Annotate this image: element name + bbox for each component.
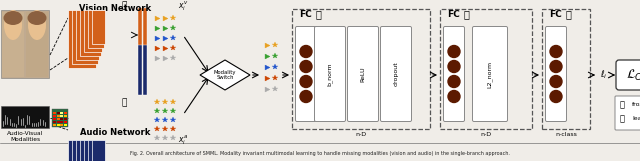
Text: ReLU: ReLU <box>360 66 365 82</box>
Bar <box>143 45 147 95</box>
Bar <box>56 118 60 120</box>
Text: frozen: frozen <box>632 103 640 108</box>
Circle shape <box>448 61 460 72</box>
Ellipse shape <box>28 11 47 25</box>
Bar <box>60 118 63 120</box>
Bar <box>76 140 97 161</box>
Bar <box>63 112 67 114</box>
Bar <box>76 10 99 60</box>
Bar <box>72 10 97 64</box>
Bar <box>63 123 67 126</box>
Text: 🔥: 🔥 <box>565 9 571 19</box>
Bar <box>63 114 67 117</box>
Ellipse shape <box>3 11 22 25</box>
Bar <box>53 114 56 117</box>
FancyBboxPatch shape <box>26 12 48 77</box>
Circle shape <box>550 61 562 72</box>
FancyBboxPatch shape <box>314 27 346 122</box>
Circle shape <box>300 76 312 87</box>
Text: 🔒: 🔒 <box>122 1 127 10</box>
Bar <box>92 10 105 44</box>
Text: $\ell_i$: $\ell_i$ <box>600 69 608 81</box>
Bar <box>60 123 63 126</box>
Text: $x_i^a$: $x_i^a$ <box>178 133 188 147</box>
Text: Modality
Switch: Modality Switch <box>214 70 236 80</box>
Text: L2_norm: L2_norm <box>487 60 493 88</box>
Text: learnable: learnable <box>632 117 640 122</box>
Bar <box>63 120 67 123</box>
FancyBboxPatch shape <box>348 27 378 122</box>
FancyBboxPatch shape <box>296 27 317 122</box>
Bar <box>88 10 104 48</box>
FancyBboxPatch shape <box>615 96 640 130</box>
Text: FC: FC <box>550 9 563 19</box>
Circle shape <box>300 90 312 103</box>
Bar <box>53 118 56 120</box>
Circle shape <box>448 76 460 87</box>
Bar <box>72 140 96 161</box>
Text: Audio-Visual
Modalities: Audio-Visual Modalities <box>7 131 43 142</box>
FancyBboxPatch shape <box>616 60 640 90</box>
Text: Fig. 2. Overall architecture of SMML. Modality invariant multimodal learning to : Fig. 2. Overall architecture of SMML. Mo… <box>130 151 510 156</box>
Circle shape <box>550 46 562 57</box>
Text: $x_i^v$: $x_i^v$ <box>178 0 188 13</box>
Ellipse shape <box>4 10 22 40</box>
Bar <box>68 140 94 161</box>
Bar <box>53 123 56 126</box>
Bar <box>60 112 63 114</box>
Bar <box>138 8 142 58</box>
Bar <box>88 140 103 161</box>
FancyBboxPatch shape <box>472 27 508 122</box>
FancyBboxPatch shape <box>381 27 412 122</box>
Text: $\mathcal{L}_{CE}$: $\mathcal{L}_{CE}$ <box>626 67 640 83</box>
Circle shape <box>550 90 562 103</box>
Polygon shape <box>200 60 250 90</box>
Bar <box>68 10 96 68</box>
FancyBboxPatch shape <box>1 106 49 128</box>
FancyBboxPatch shape <box>2 12 24 77</box>
Circle shape <box>300 61 312 72</box>
Text: b_norm: b_norm <box>327 62 333 86</box>
Bar <box>56 120 60 123</box>
Text: FC: FC <box>300 9 312 19</box>
Text: n-class: n-class <box>555 132 577 137</box>
Text: n-D: n-D <box>481 132 492 137</box>
Bar <box>60 120 63 123</box>
Bar <box>80 140 99 161</box>
FancyBboxPatch shape <box>545 27 566 122</box>
Bar <box>56 123 60 126</box>
Text: 🔥: 🔥 <box>463 9 469 19</box>
Ellipse shape <box>28 10 46 40</box>
Circle shape <box>448 46 460 57</box>
Bar <box>63 118 67 120</box>
Text: Vision Network: Vision Network <box>79 4 151 13</box>
Circle shape <box>550 76 562 87</box>
Bar <box>143 8 147 58</box>
Circle shape <box>448 90 460 103</box>
FancyBboxPatch shape <box>1 10 49 78</box>
Circle shape <box>300 46 312 57</box>
Bar <box>56 114 60 117</box>
Bar <box>138 45 142 95</box>
Bar <box>84 10 102 52</box>
Text: Audio Network: Audio Network <box>80 128 150 137</box>
Text: 🔥: 🔥 <box>620 114 625 123</box>
FancyBboxPatch shape <box>52 109 68 127</box>
Bar <box>92 140 105 161</box>
FancyBboxPatch shape <box>444 27 465 122</box>
Text: 🔒: 🔒 <box>620 100 625 109</box>
Bar <box>53 112 56 114</box>
Text: 🔒: 🔒 <box>122 99 127 108</box>
Bar <box>60 114 63 117</box>
Text: dropout: dropout <box>394 62 399 86</box>
Bar <box>53 120 56 123</box>
Text: 🔥: 🔥 <box>315 9 321 19</box>
Bar <box>56 112 60 114</box>
Text: n-D: n-D <box>355 132 367 137</box>
Text: FC: FC <box>447 9 460 19</box>
Bar <box>80 10 100 56</box>
Bar <box>84 140 101 161</box>
